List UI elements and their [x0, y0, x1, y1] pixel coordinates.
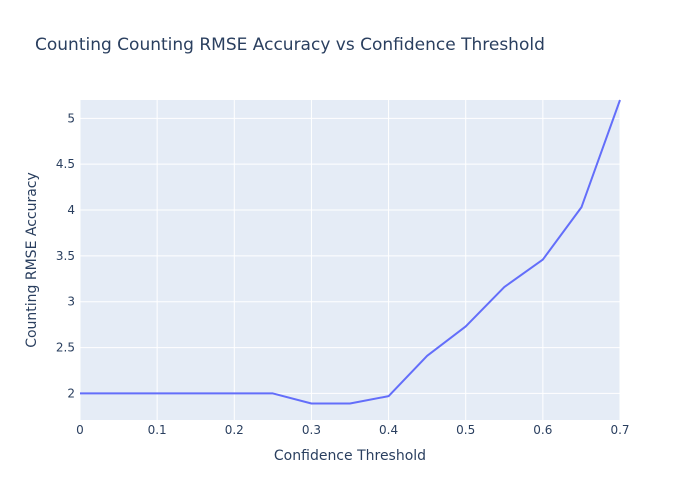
x-tick-label: 0.3 — [302, 423, 321, 437]
axis-ticks: 0 0.1 0.2 0.3 0.4 0.5 0.6 0.7 2 2.5 3 3.5 4 4.5 5 — [56, 111, 630, 437]
chart-title: Counting Counting RMSE Accuracy vs Confi… — [35, 35, 545, 55]
plot-background — [80, 100, 620, 420]
y-tick-label: 4 — [67, 203, 75, 217]
x-tick-label: 0.4 — [379, 423, 398, 437]
y-tick-label: 3 — [67, 295, 75, 309]
x-tick-label: 0.2 — [225, 423, 244, 437]
y-tick-label: 4.5 — [56, 157, 75, 171]
x-tick-label: 0 — [76, 423, 84, 437]
y-tick-label: 2 — [67, 386, 75, 400]
y-axis-title: Counting RMSE Accuracy — [24, 172, 40, 348]
grid — [79, 100, 621, 420]
x-tick-label: 0.5 — [456, 423, 475, 437]
y-tick-label: 2.5 — [56, 341, 75, 355]
y-tick-label: 3.5 — [56, 249, 75, 263]
x-tick-label: 0.1 — [148, 423, 167, 437]
x-tick-label: 0.7 — [610, 423, 629, 437]
series-line — [80, 99, 621, 405]
x-tick-label: 0.6 — [533, 423, 552, 437]
y-tick-label: 5 — [67, 111, 75, 125]
x-axis-title: Confidence Threshold — [274, 448, 426, 464]
